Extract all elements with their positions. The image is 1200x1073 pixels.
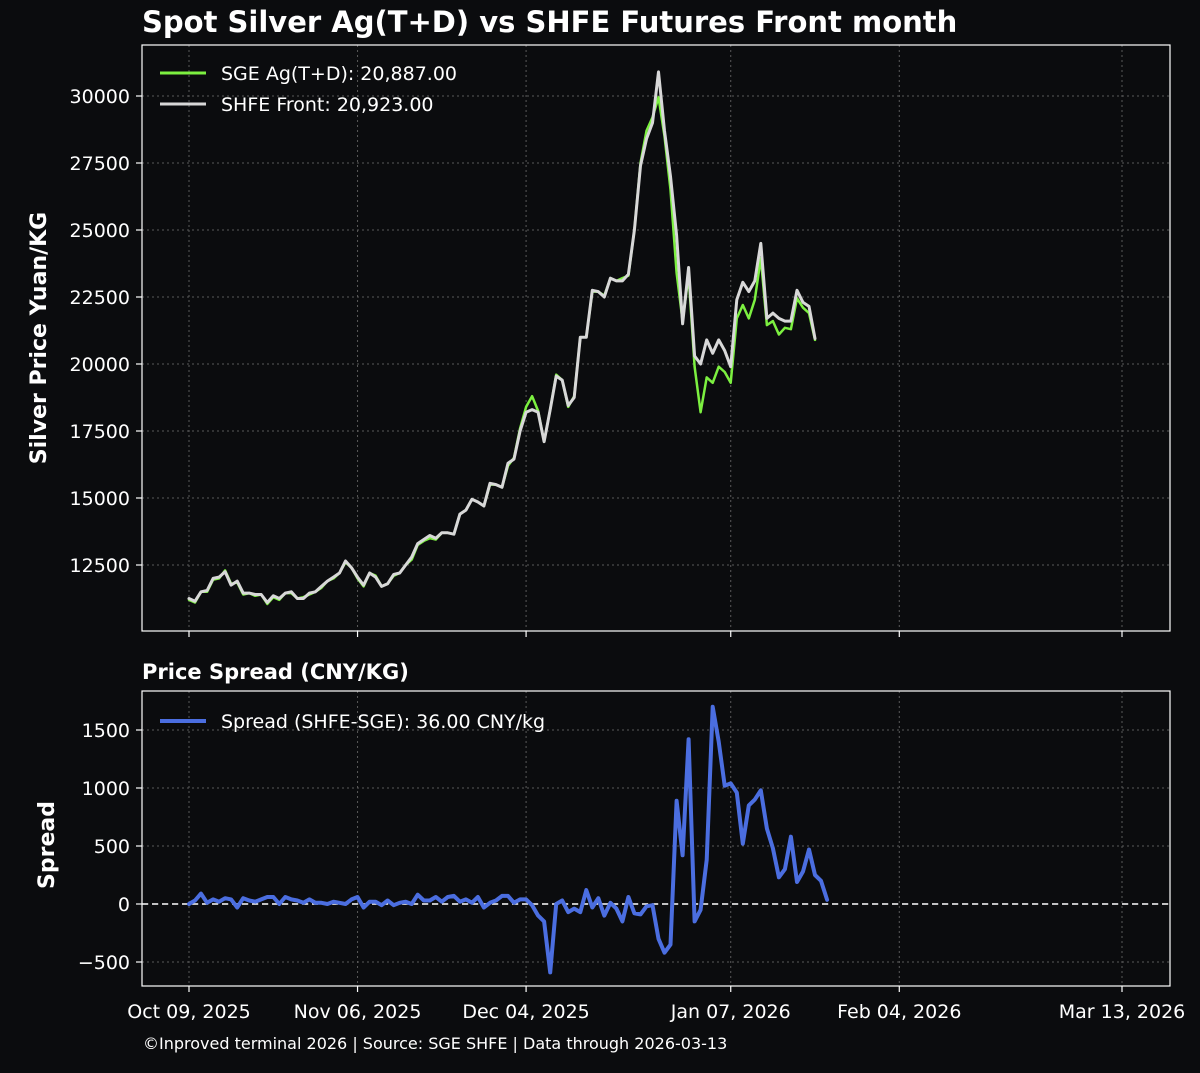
- x-axis-date-label-4: Feb 04, 2026: [837, 1001, 961, 1023]
- spread-chart-series: [142, 704, 1170, 975]
- spread-ytick-label-2: 500: [94, 836, 130, 858]
- main-ytick-label-5: 25000: [70, 220, 130, 242]
- main-chart-x-ticks: [188, 631, 1123, 637]
- spread-ytick-label-0: −500: [78, 952, 130, 974]
- main-ytick-label-1: 15000: [70, 488, 130, 510]
- legend-label-spread: Spread (SHFE-SGE): 36.00 CNY/kg: [221, 711, 545, 733]
- spread-series-line-spread-shfe-sge: [187, 704, 830, 975]
- main-ytick-label-6: 27500: [70, 153, 130, 175]
- spread-chart-x-ticks: Oct 09, 2025 Nov 06, 2025 Dec 04, 2025 Jan …: [127, 986, 1185, 1023]
- main-chart-frame: [141, 44, 1171, 632]
- main-ytick-label-2: 17500: [70, 421, 130, 443]
- main-chart-series: [187, 70, 817, 606]
- spread-chart-legend: Spread (SHFE-SGE): 36.00 CNY/kg: [160, 711, 545, 733]
- x-axis-date-label-2: Dec 04, 2025: [462, 1001, 589, 1023]
- main-chart-y-axis-label: Silver Price Yuan/KG: [27, 212, 52, 464]
- spread-ytick-label-4: 1500: [82, 720, 130, 742]
- main-series-line-shfe-front: [187, 70, 817, 604]
- main-chart-grid: [142, 45, 1170, 631]
- x-axis-date-label-0: Oct 09, 2025: [127, 1001, 251, 1023]
- x-axis-date-label-1: Nov 06, 2025: [294, 1001, 422, 1023]
- legend-label-sge: SGE Ag(T+D): 20,887.00: [221, 63, 457, 85]
- spread-chart-y-ticks: −500 0 500 1000 1500: [78, 720, 142, 974]
- spread-ytick-label-1: 0: [118, 894, 130, 916]
- main-ytick-label-0: 12500: [70, 555, 130, 577]
- spread-ytick-label-3: 1000: [82, 778, 130, 800]
- spread-chart-y-axis-label: Spread: [35, 801, 60, 889]
- main-chart-y-ticks: 12500 15000 17500 20000 22500 25000 27500 30000: [70, 86, 142, 577]
- main-ytick-label-3: 20000: [70, 354, 130, 376]
- spread-chart-frame: [141, 690, 1171, 987]
- x-axis-date-label-5: Mar 13, 2026: [1059, 1001, 1186, 1023]
- spread-chart-title: Price Spread (CNY/KG): [142, 660, 409, 684]
- x-axis-date-label-3: Jan 07, 2026: [670, 1001, 791, 1023]
- main-chart-title: Spot Silver Ag(T+D) vs SHFE Futures Fron…: [142, 5, 957, 39]
- main-ytick-label-7: 30000: [70, 86, 130, 108]
- legend-label-shfe: SHFE Front: 20,923.00: [221, 94, 434, 116]
- footer-source-note: ©Inproved terminal 2026 | Source: SGE SH…: [143, 1034, 727, 1053]
- main-chart-legend: SGE Ag(T+D): 20,887.00 SHFE Front: 20,92…: [160, 63, 457, 116]
- main-ytick-label-4: 22500: [70, 287, 130, 309]
